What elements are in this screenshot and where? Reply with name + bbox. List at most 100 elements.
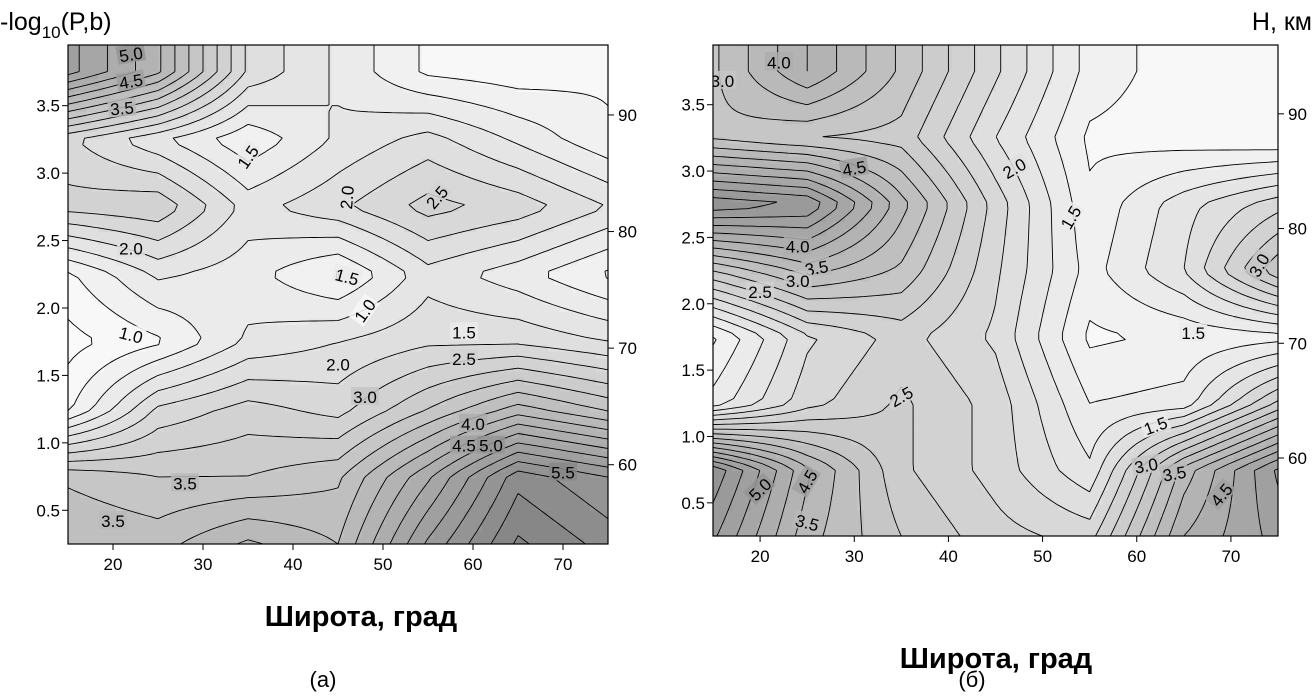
shade-cell bbox=[326, 191, 333, 199]
shade-cell bbox=[308, 311, 315, 319]
shade-cell bbox=[506, 337, 513, 345]
shade-cell bbox=[440, 297, 447, 306]
shade-cell bbox=[410, 430, 417, 439]
shade-cell bbox=[368, 184, 375, 192]
shade-cell bbox=[128, 277, 135, 286]
shade-cell bbox=[590, 351, 597, 359]
shade-cell bbox=[200, 450, 207, 459]
shade-cell bbox=[572, 224, 579, 232]
shade-cell bbox=[260, 390, 267, 399]
shade-cell bbox=[68, 377, 75, 385]
shade-cell bbox=[140, 191, 147, 199]
shade-cell bbox=[458, 377, 465, 385]
shade-cell bbox=[290, 178, 297, 186]
shade-cell bbox=[566, 337, 573, 345]
shade-cell bbox=[572, 484, 579, 492]
shade-cell bbox=[344, 224, 351, 232]
shade-cell bbox=[224, 470, 231, 479]
shade-cell bbox=[98, 537, 105, 544]
shade-cell bbox=[254, 410, 261, 419]
shade-cell bbox=[434, 517, 441, 525]
shade-cell bbox=[140, 204, 147, 212]
shade-cell bbox=[182, 244, 189, 252]
shade-cell bbox=[374, 444, 381, 452]
shade-cell bbox=[152, 530, 159, 538]
shade-cell bbox=[488, 364, 495, 372]
shade-cell bbox=[200, 331, 207, 339]
shade-cell bbox=[476, 504, 483, 512]
shade-cell bbox=[596, 184, 603, 192]
shade-cell bbox=[530, 390, 537, 399]
shade-cell bbox=[350, 284, 357, 292]
shade-cell bbox=[224, 317, 231, 326]
shade-cell bbox=[320, 277, 327, 286]
shade-cell bbox=[374, 377, 381, 385]
shade-cell bbox=[104, 397, 111, 405]
shade-cell bbox=[506, 178, 513, 186]
shade-cell bbox=[362, 237, 369, 246]
shade-cell bbox=[170, 337, 177, 345]
shade-cell bbox=[494, 311, 501, 319]
shade-cell bbox=[176, 390, 183, 399]
shade-cell bbox=[212, 331, 219, 339]
shade-cell bbox=[140, 271, 147, 279]
shade-cell bbox=[590, 198, 597, 206]
shade-cell bbox=[314, 284, 321, 292]
shade-cell bbox=[236, 291, 243, 299]
shade-cell bbox=[506, 297, 513, 306]
shade-cell bbox=[308, 277, 315, 286]
shade-cell bbox=[464, 464, 471, 472]
shade-cell bbox=[452, 477, 459, 485]
shade-cell bbox=[170, 364, 177, 372]
shade-cell bbox=[110, 390, 117, 399]
shade-cell bbox=[578, 450, 585, 459]
shade-cell bbox=[272, 337, 279, 345]
shade-cell bbox=[194, 304, 201, 312]
shade-cell bbox=[284, 178, 291, 186]
shade-cell bbox=[590, 257, 597, 266]
shade-cell bbox=[188, 304, 195, 312]
shade-cell bbox=[602, 271, 608, 279]
shade-cell bbox=[182, 304, 189, 312]
shade-cell bbox=[392, 224, 399, 232]
shade-cell bbox=[272, 284, 279, 292]
shade-cell bbox=[302, 337, 309, 345]
shade-cell bbox=[488, 450, 495, 459]
shade-cell bbox=[554, 444, 561, 452]
shade-cell bbox=[332, 410, 339, 419]
shade-cell bbox=[362, 351, 369, 359]
shade-cell bbox=[188, 284, 195, 292]
shade-cell bbox=[98, 191, 105, 199]
shade-cell bbox=[398, 224, 405, 232]
shade-cell bbox=[374, 537, 381, 544]
shade-cell bbox=[86, 217, 93, 226]
shade-cell bbox=[536, 204, 543, 212]
shade-cell bbox=[170, 204, 177, 212]
shade-cell bbox=[242, 477, 249, 485]
shade-cell bbox=[176, 304, 183, 312]
shade-cell bbox=[362, 477, 369, 485]
shade-cell bbox=[458, 510, 465, 518]
shade-cell bbox=[560, 444, 567, 452]
shade-cell bbox=[404, 417, 411, 425]
shade-cell bbox=[434, 251, 441, 259]
shade-cell bbox=[578, 524, 585, 532]
shade-cell bbox=[578, 311, 585, 319]
shade-cell bbox=[152, 264, 159, 272]
shade-cell bbox=[452, 211, 459, 219]
shade-cell bbox=[398, 217, 405, 226]
shade-cell bbox=[422, 464, 429, 472]
shade-cell bbox=[128, 344, 135, 352]
shade-cell bbox=[146, 171, 153, 179]
shade-cell bbox=[494, 284, 501, 292]
shade-cell bbox=[446, 184, 453, 192]
shade-cell bbox=[140, 211, 147, 219]
shade-cell bbox=[392, 364, 399, 372]
shade-cell bbox=[500, 237, 507, 246]
shade-cell bbox=[602, 477, 608, 485]
shade-cell bbox=[488, 311, 495, 319]
shade-cell bbox=[410, 397, 417, 405]
shade-cell bbox=[476, 464, 483, 472]
shade-cell bbox=[140, 384, 147, 392]
shade-cell bbox=[260, 357, 267, 365]
